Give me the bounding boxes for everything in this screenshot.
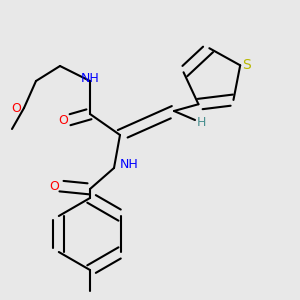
Text: O: O — [58, 113, 68, 127]
Text: NH: NH — [81, 71, 99, 85]
Text: H: H — [196, 116, 206, 130]
Text: S: S — [242, 58, 250, 72]
Text: O: O — [49, 179, 59, 193]
Text: NH: NH — [120, 158, 139, 172]
Text: O: O — [11, 101, 21, 115]
